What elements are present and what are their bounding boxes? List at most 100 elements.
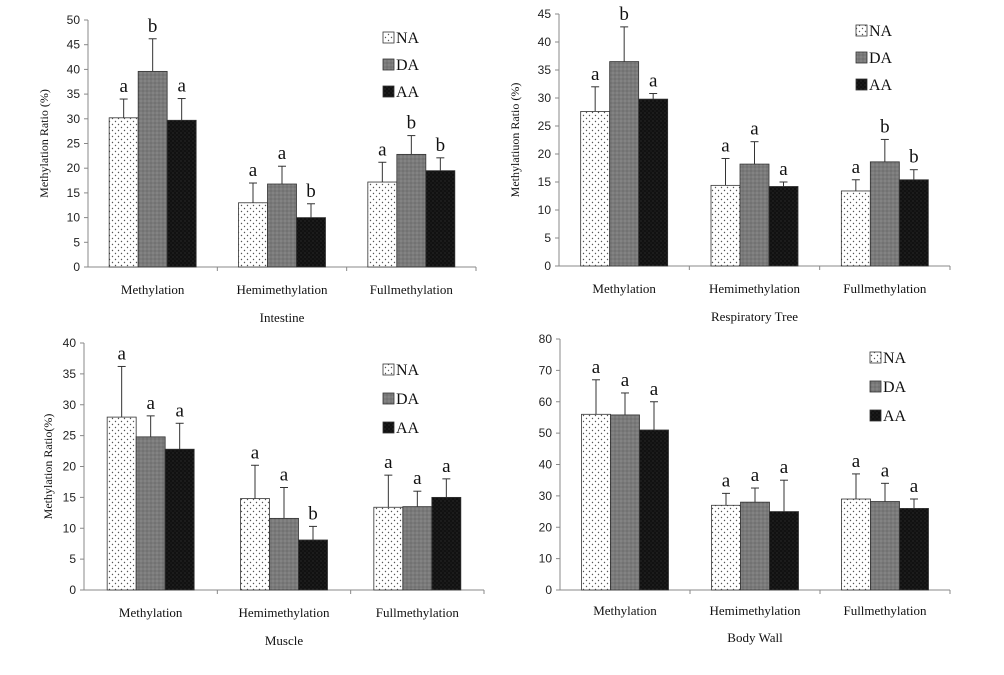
y-tick-label: 20 [63, 460, 77, 474]
y-tick-label: 25 [63, 429, 77, 443]
significance-label: a [722, 470, 731, 491]
y-tick-label: 30 [63, 398, 77, 412]
y-tick-label: 25 [538, 119, 552, 133]
significance-label: b [308, 503, 318, 524]
legend-label-aa: AA [396, 84, 420, 101]
category-label: Hemimethylation [710, 603, 801, 618]
significance-label: a [280, 464, 289, 485]
y-axis-title: Methylation Ratio (%) [37, 89, 51, 198]
bar-da [740, 501, 770, 591]
x-axis-title: Respiratory Tree [711, 309, 798, 324]
bar-aa [164, 448, 195, 591]
significance-label: a [442, 456, 451, 477]
bar-aa [899, 508, 929, 591]
significance-label: b [880, 116, 890, 137]
significance-label: b [619, 4, 629, 25]
legend-swatch-aa [869, 409, 882, 422]
significance-label: a [750, 119, 759, 140]
legend-label-aa: AA [883, 408, 907, 425]
significance-label: b [148, 16, 158, 37]
y-axis-title: Methylation Ratio(%) [41, 414, 55, 520]
y-tick-label: 40 [539, 458, 553, 472]
significance-label: a [117, 343, 126, 364]
significance-label: a [378, 139, 387, 160]
y-tick-label: 60 [539, 395, 553, 409]
y-tick-label: 35 [538, 63, 552, 77]
legend-label-aa: AA [869, 77, 893, 94]
category-label: Hemimethylation [709, 281, 800, 296]
category-label: Fullmethylation [843, 603, 927, 618]
y-tick-label: 10 [63, 521, 77, 535]
legend-label-da: DA [396, 57, 420, 74]
y-tick-label: 50 [67, 13, 81, 27]
y-tick-label: 0 [69, 583, 76, 597]
legend: NA DA AA [869, 350, 907, 425]
category-label: Methylation [121, 282, 185, 297]
y-tick-label: 15 [63, 490, 77, 504]
significance-label: a [852, 157, 861, 178]
bar-na [238, 202, 268, 268]
significance-label: a [751, 465, 760, 486]
y-tick-label: 40 [538, 35, 552, 49]
bar-na [580, 111, 611, 267]
legend-label-da: DA [869, 50, 893, 67]
bar-da [402, 506, 433, 591]
bar-aa [898, 179, 929, 267]
significance-label: a [251, 442, 260, 463]
y-axis-title: Methylatiuon Ratio (%) [508, 83, 522, 198]
legend-swatch-na [382, 363, 395, 376]
bar-na [711, 504, 741, 591]
x-axis-title: Intestine [260, 310, 305, 325]
significance-label: a [278, 143, 287, 164]
y-tick-label: 40 [67, 62, 81, 76]
significance-label: a [779, 159, 788, 180]
bar-na [841, 498, 871, 591]
significance-label: a [413, 468, 422, 489]
legend-swatch-da [382, 58, 395, 71]
y-tick-label: 10 [538, 203, 552, 217]
significance-label: a [177, 76, 186, 97]
y-tick-label: 45 [67, 38, 81, 52]
legend-label-aa: AA [396, 420, 420, 437]
significance-label: a [175, 400, 184, 421]
category-label: Fullmethylation [370, 282, 454, 297]
bar-da [869, 161, 900, 267]
legend-swatch-aa [382, 421, 395, 434]
y-tick-label: 20 [538, 147, 552, 161]
significance-label: b [407, 113, 417, 134]
y-tick-label: 80 [539, 332, 553, 346]
y-tick-label: 0 [544, 259, 551, 273]
legend-label-na: NA [869, 23, 893, 40]
legend-swatch-aa [855, 78, 868, 91]
bar-da [870, 501, 900, 591]
significance-label: a [592, 357, 601, 378]
y-tick-label: 15 [538, 175, 552, 189]
bar-da [267, 183, 297, 268]
y-tick-label: 45 [538, 7, 552, 21]
significance-label: a [881, 460, 890, 481]
y-tick-label: 50 [539, 426, 553, 440]
y-tick-label: 30 [539, 489, 553, 503]
significance-label: a [721, 135, 730, 156]
chart-panel-1: 05101520253035404550MethylationabaHemime… [37, 13, 477, 325]
legend-swatch-na [855, 24, 868, 37]
significance-label: a [621, 370, 630, 391]
y-tick-label: 0 [73, 260, 80, 274]
y-tick-label: 70 [539, 363, 553, 377]
x-axis-title: Body Wall [727, 630, 783, 645]
legend-label-da: DA [396, 391, 420, 408]
legend: NA DA AA [382, 362, 420, 437]
y-tick-label: 30 [538, 91, 552, 105]
significance-label: b [909, 147, 919, 168]
bar-na [367, 181, 398, 268]
bar-da [609, 61, 640, 267]
chart-panel-2: 051015202530354045MethylationabaHemimeth… [508, 4, 951, 324]
significance-label: a [384, 452, 393, 473]
bar-da [269, 517, 299, 591]
legend-swatch-aa [382, 85, 395, 98]
significance-label: a [146, 393, 155, 414]
bar-aa [769, 511, 799, 591]
significance-label: b [306, 181, 316, 202]
